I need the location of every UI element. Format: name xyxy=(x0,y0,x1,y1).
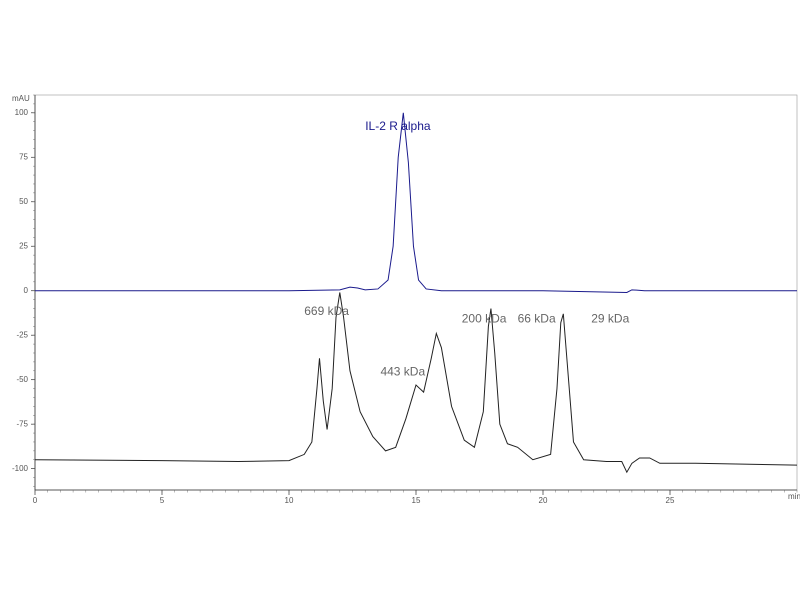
y-tick-label: -75 xyxy=(16,419,28,428)
annotation: 29 kDa xyxy=(591,311,629,325)
x-tick-label: 15 xyxy=(412,496,421,505)
annotation: 669 kDa xyxy=(304,304,349,318)
y-tick-label: -50 xyxy=(16,375,28,384)
y-tick-label: -25 xyxy=(16,330,28,339)
annotation: 200 kDa xyxy=(462,311,507,325)
x-tick-label: 0 xyxy=(33,496,38,505)
x-axis-label: min xyxy=(788,492,800,501)
annotation: IL-2 R alpha xyxy=(365,119,431,133)
x-tick-label: 10 xyxy=(285,496,294,505)
x-tick-label: 20 xyxy=(539,496,548,505)
x-tick-label: 25 xyxy=(666,496,675,505)
y-tick-label: -100 xyxy=(12,464,29,473)
y-tick-label: 0 xyxy=(24,286,29,295)
annotation: 66 kDa xyxy=(518,311,556,325)
annotation: 443 kDa xyxy=(380,365,425,379)
x-tick-label: 5 xyxy=(160,496,165,505)
y-tick-label: 100 xyxy=(15,108,29,117)
y-axis-label: mAU xyxy=(12,94,30,103)
plot-frame xyxy=(34,94,798,491)
y-tick-label: 75 xyxy=(19,152,28,161)
y-tick-label: 25 xyxy=(19,241,28,250)
series-line xyxy=(34,292,798,474)
series-line xyxy=(35,112,797,294)
y-tick-label: 50 xyxy=(19,197,28,206)
